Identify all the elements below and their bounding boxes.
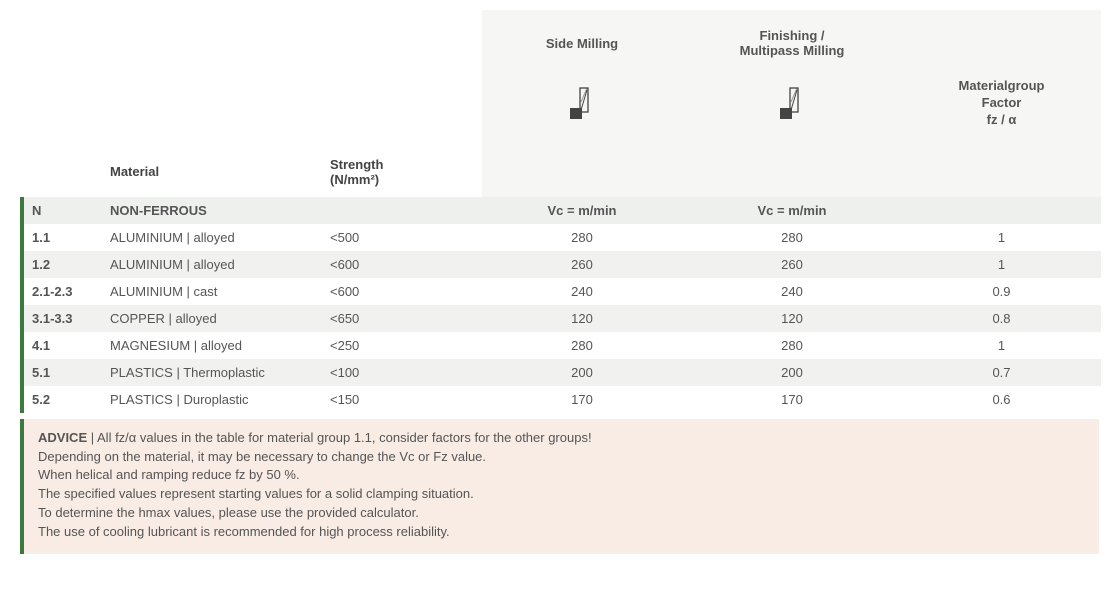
row-strength: <150 xyxy=(322,386,482,413)
section-row: N NON-FERROUS Vc = m/min Vc = m/min xyxy=(22,197,1101,224)
row-finish-vc: 120 xyxy=(682,305,902,332)
row-finish-vc: 280 xyxy=(682,224,902,251)
header-blank xyxy=(682,147,902,197)
row-material: PLASTICS | Thermoplastic xyxy=(102,359,322,386)
table-row: 1.1ALUMINIUM | alloyed<5002802801 xyxy=(22,224,1101,251)
row-side-vc: 280 xyxy=(482,224,682,251)
header-blank xyxy=(22,10,102,64)
row-factor: 1 xyxy=(902,224,1101,251)
row-strength: <600 xyxy=(322,251,482,278)
row-finish-vc: 240 xyxy=(682,278,902,305)
advice-line: The specified values represent starting … xyxy=(38,485,1085,504)
milling-table: Side Milling Finishing / Multipass Milli… xyxy=(20,10,1103,413)
row-factor: 0.9 xyxy=(902,278,1101,305)
row-material: MAGNESIUM | alloyed xyxy=(102,332,322,359)
table-row: 3.1-3.3COPPER | alloyed<6501201200.8 xyxy=(22,305,1101,332)
header-blank xyxy=(22,64,102,147)
page: Side Milling Finishing / Multipass Milli… xyxy=(0,0,1119,574)
row-factor: 1 xyxy=(902,251,1101,278)
row-side-vc: 260 xyxy=(482,251,682,278)
advice-text: All fz/α values in the table for materia… xyxy=(97,430,592,445)
finishing-milling-icon xyxy=(682,64,902,147)
advice-line: When helical and ramping reduce fz by 50… xyxy=(38,466,1085,485)
row-strength: <500 xyxy=(322,224,482,251)
header-material: Material xyxy=(102,147,322,197)
row-material: ALUMINIUM | alloyed xyxy=(102,224,322,251)
header-blank xyxy=(482,147,682,197)
header-finishing-milling: Finishing / Multipass Milling xyxy=(682,10,902,64)
section-blank xyxy=(902,197,1101,224)
row-finish-vc: 280 xyxy=(682,332,902,359)
header-strength: Strength (N/mm²) xyxy=(322,147,482,197)
section-blank xyxy=(322,197,482,224)
advice-line: ADVICE | All fz/α values in the table fo… xyxy=(38,429,1085,448)
row-side-vc: 200 xyxy=(482,359,682,386)
row-side-vc: 120 xyxy=(482,305,682,332)
header-blank xyxy=(22,147,102,197)
header-blank xyxy=(322,10,482,64)
header-side-milling: Side Milling xyxy=(482,10,682,64)
row-factor: 1 xyxy=(902,332,1101,359)
table-row: 1.2ALUMINIUM | alloyed<6002602601 xyxy=(22,251,1101,278)
section-name: NON-FERROUS xyxy=(102,197,322,224)
row-code: 5.2 xyxy=(22,386,102,413)
row-code: 1.2 xyxy=(22,251,102,278)
header-blank xyxy=(902,10,1101,64)
advice-label: ADVICE xyxy=(38,430,87,445)
row-finish-vc: 200 xyxy=(682,359,902,386)
header-blank xyxy=(102,10,322,64)
header-blank xyxy=(102,64,322,147)
section-code: N xyxy=(22,197,102,224)
header-blank xyxy=(322,64,482,147)
row-factor: 0.8 xyxy=(902,305,1101,332)
row-code: 5.1 xyxy=(22,359,102,386)
table-row: 5.1PLASTICS | Thermoplastic<1002002000.7 xyxy=(22,359,1101,386)
table-row: 5.2PLASTICS | Duroplastic<1501701700.6 xyxy=(22,386,1101,413)
row-code: 3.1-3.3 xyxy=(22,305,102,332)
row-side-vc: 170 xyxy=(482,386,682,413)
row-code: 4.1 xyxy=(22,332,102,359)
row-strength: <100 xyxy=(322,359,482,386)
section-vc-finish: Vc = m/min xyxy=(682,197,902,224)
row-material: COPPER | alloyed xyxy=(102,305,322,332)
row-material: ALUMINIUM | alloyed xyxy=(102,251,322,278)
table-row: 2.1-2.3ALUMINIUM | cast<6002402400.9 xyxy=(22,278,1101,305)
row-finish-vc: 260 xyxy=(682,251,902,278)
row-code: 2.1-2.3 xyxy=(22,278,102,305)
row-finish-vc: 170 xyxy=(682,386,902,413)
row-material: PLASTICS | Duroplastic xyxy=(102,386,322,413)
row-material: ALUMINIUM | cast xyxy=(102,278,322,305)
section-vc-side: Vc = m/min xyxy=(482,197,682,224)
row-side-vc: 280 xyxy=(482,332,682,359)
advice-line: Depending on the material, it may be nec… xyxy=(38,448,1085,467)
row-strength: <600 xyxy=(322,278,482,305)
table-row: 4.1MAGNESIUM | alloyed<2502802801 xyxy=(22,332,1101,359)
header-blank xyxy=(902,147,1101,197)
header-factor: Materialgroup Factor fz / α xyxy=(902,64,1101,147)
advice-line: The use of cooling lubricant is recommen… xyxy=(38,523,1085,542)
row-side-vc: 240 xyxy=(482,278,682,305)
row-factor: 0.7 xyxy=(902,359,1101,386)
table-body: N NON-FERROUS Vc = m/min Vc = m/min 1.1A… xyxy=(22,197,1101,413)
side-milling-icon xyxy=(482,64,682,147)
row-code: 1.1 xyxy=(22,224,102,251)
row-strength: <250 xyxy=(322,332,482,359)
row-strength: <650 xyxy=(322,305,482,332)
table-header: Side Milling Finishing / Multipass Milli… xyxy=(22,10,1101,197)
row-factor: 0.6 xyxy=(902,386,1101,413)
advice-line: To determine the hmax values, please use… xyxy=(38,504,1085,523)
advice-box: ADVICE | All fz/α values in the table fo… xyxy=(20,419,1099,554)
advice-sep: | xyxy=(87,430,97,445)
